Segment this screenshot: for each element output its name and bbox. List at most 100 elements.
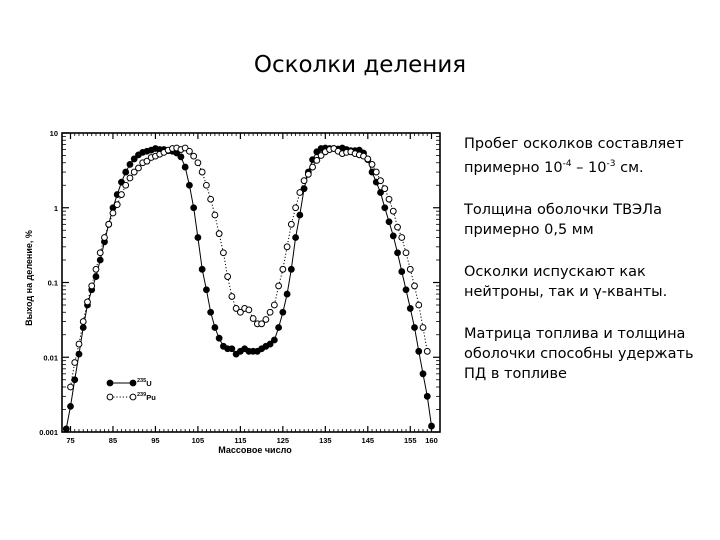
bullet-text: Осколки испускают как нейтроны, так и γ-… [464,263,668,300]
data-point-239Pu [122,181,130,189]
data-point-235U [177,153,185,161]
bullet-item: Осколки испускают как нейтроны, так и γ-… [464,262,714,302]
data-point-239Pu [71,359,79,366]
data-point-239Pu [283,243,291,251]
data-point-239Pu [300,177,308,185]
data-point-239Pu [143,157,151,165]
data-point-235U [198,265,206,273]
data-point-239Pu [67,383,74,391]
bullet-text: Толщина оболочки ТВЭЛа примерно 0,5 мм [464,201,662,238]
x-tick-label: 160 [425,436,438,445]
data-point-235U [62,425,70,433]
data-point-239Pu [88,282,96,290]
legend-marker [129,379,137,387]
data-point-235U [215,334,223,342]
data-point-239Pu [215,230,223,238]
data-point-239Pu [130,168,138,176]
y-tick-label: 0.01 [43,353,58,362]
data-point-239Pu [368,161,376,168]
x-tick-label: 135 [319,436,332,445]
data-point-239Pu [245,306,253,314]
data-point-235U [287,265,295,273]
data-point-239Pu [232,305,240,312]
data-point-239Pu [385,195,393,203]
data-point-239Pu [304,170,312,178]
data-point-235U [186,181,193,189]
bullet-text: Пробег осколков составляет примерно 10 [464,136,684,176]
data-point-235U [92,273,100,280]
data-point-235U [406,305,414,312]
series-line-235U [65,147,432,429]
data-point-235U [296,211,304,219]
y-axis-label: Выход на деление, % [24,230,34,326]
data-point-239Pu [101,234,108,241]
bullet-text: – 10 [571,159,607,176]
data-point-235U [415,347,423,355]
legend-isotope-mass: 239 [137,392,146,398]
data-point-235U [423,392,431,400]
data-point-235U [292,234,299,241]
data-point-239Pu [270,301,278,309]
data-point-235U [279,308,287,316]
data-point-235U [398,268,406,275]
data-point-235U [270,336,278,344]
fission-yield-chart: 0.001 0.01 0.1 1 10 75 85 95 105 115 125 135 145 155… [24,129,441,455]
data-point-239Pu [287,220,295,228]
x-tick-label: 75 [66,436,74,445]
data-point-235U [67,403,74,410]
data-point-239Pu [394,223,401,231]
x-axis-label: Массовое число [218,445,292,455]
bullet-item: Толщина оболочки ТВЭЛа примерно 0,5 мм [464,200,714,240]
data-point-239Pu [381,185,389,193]
data-point-239Pu [207,195,215,203]
data-point-239Pu [219,249,227,257]
x-tick-label: 155 [404,436,417,445]
x-tick-label: 95 [151,436,159,445]
data-point-239Pu [186,147,193,155]
bullet-text: см. [615,159,644,176]
slide-title: Осколки деления [253,52,467,78]
data-point-235U [402,286,410,294]
data-point-239Pu [317,152,325,159]
data-point-239Pu [249,315,257,322]
data-point-235U [194,234,202,241]
data-point-235U [203,286,210,294]
data-point-239Pu [236,308,244,316]
data-point-235U [79,324,87,331]
superscript: -3 [606,159,616,169]
data-point-239Pu [275,282,283,290]
data-point-235U [266,340,274,348]
data-point-239Pu [190,152,198,160]
x-tick-label: 125 [277,436,290,445]
data-point-235U [228,345,236,353]
data-point-239Pu [113,201,121,209]
data-point-239Pu [211,211,219,219]
data-point-239Pu [228,293,236,300]
data-point-239Pu [126,174,134,182]
data-point-239Pu [309,163,316,171]
legend-marker [106,379,114,387]
x-tick-label: 105 [192,436,205,445]
data-point-239Pu [118,191,125,198]
data-point-235U [419,370,427,378]
legend-isotope-symbol: U [146,379,151,388]
data-point-235U [389,232,397,240]
legend-marker [129,393,137,401]
data-point-239Pu [194,159,202,167]
data-point-235U [428,422,435,430]
series-points [62,144,435,433]
data-point-239Pu [92,265,100,273]
data-point-239Pu [135,164,142,172]
superscript: -4 [562,159,572,169]
bullet-item: Пробег осколков составляет примерно 10-4… [464,134,714,178]
chart-axes [61,132,441,433]
data-point-239Pu [79,318,87,325]
data-point-235U [377,189,384,196]
data-point-235U [122,168,130,176]
data-point-239Pu [266,308,274,316]
data-point-239Pu [96,249,104,257]
data-point-235U [190,204,198,212]
x-tick-label: 85 [109,436,117,445]
data-point-235U [283,290,291,298]
data-point-239Pu [198,168,206,176]
